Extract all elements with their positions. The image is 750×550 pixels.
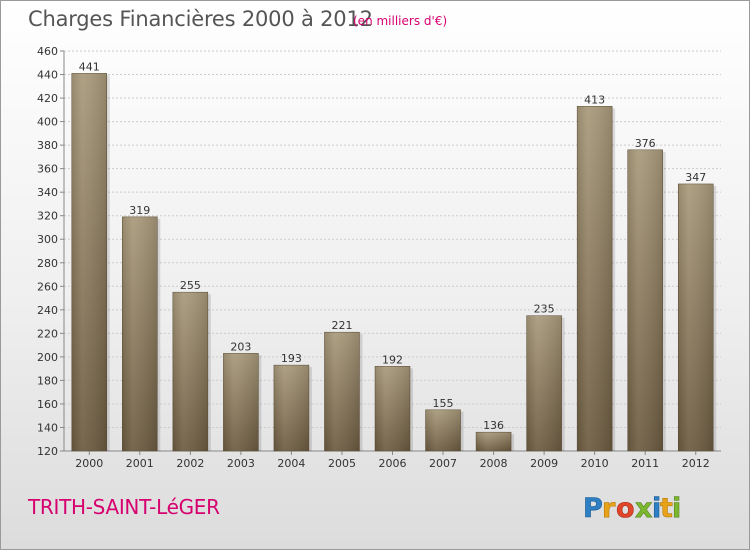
data-label: 319 bbox=[129, 204, 150, 217]
x-tick-label: 2000 bbox=[75, 457, 103, 470]
proxiti-logo[interactable]: P r o x i t i bbox=[583, 488, 689, 525]
svg-text:o: o bbox=[616, 493, 635, 524]
y-tick-label: 280 bbox=[37, 257, 58, 270]
svg-text:t: t bbox=[660, 493, 673, 524]
bar-highlight bbox=[172, 292, 208, 451]
chart-subtitle: (en milliers d'€) bbox=[353, 14, 448, 28]
y-tick-label: 120 bbox=[37, 445, 58, 458]
x-tick-label: 2001 bbox=[126, 457, 154, 470]
data-label: 441 bbox=[79, 60, 100, 73]
svg-text:i: i bbox=[652, 493, 661, 524]
bar-highlight bbox=[71, 73, 107, 452]
y-tick-label: 320 bbox=[37, 210, 58, 223]
bar-highlight bbox=[223, 353, 259, 451]
x-tick-label: 2008 bbox=[480, 457, 508, 470]
bar-highlight bbox=[324, 332, 360, 451]
data-label: 235 bbox=[534, 303, 555, 316]
x-tick-label: 2009 bbox=[530, 457, 558, 470]
bar-highlight bbox=[425, 409, 461, 451]
y-tick-label: 400 bbox=[37, 116, 58, 129]
bar-highlight bbox=[476, 432, 512, 451]
x-tick-label: 2011 bbox=[631, 457, 659, 470]
x-tick-label: 2003 bbox=[227, 457, 255, 470]
bar-highlight bbox=[375, 366, 410, 451]
y-tick-label: 180 bbox=[37, 374, 58, 387]
svg-text:r: r bbox=[602, 493, 616, 524]
data-label: 376 bbox=[635, 137, 656, 150]
y-tick-label: 440 bbox=[37, 69, 58, 82]
bar-highlight bbox=[273, 365, 309, 451]
axes: 120 140 160 180 200 220 240 260 280 300 320 340 360 3… bbox=[37, 45, 721, 470]
data-label: 155 bbox=[433, 397, 454, 410]
chart-title: Charges Financières 2000 à 2012 bbox=[28, 7, 373, 31]
svg-text:x: x bbox=[635, 493, 652, 524]
y-tick-label: 300 bbox=[37, 233, 58, 246]
x-tick-label: 2007 bbox=[429, 457, 457, 470]
bars bbox=[71, 73, 717, 452]
bar-highlight bbox=[577, 106, 613, 451]
y-tick-label: 200 bbox=[37, 351, 58, 364]
x-tick-label: 2006 bbox=[379, 457, 407, 470]
data-label: 221 bbox=[331, 319, 352, 332]
y-tick-label: 240 bbox=[37, 304, 58, 317]
bar-highlight bbox=[627, 149, 663, 451]
y-tick-label: 140 bbox=[37, 421, 58, 434]
svg-text:P: P bbox=[583, 493, 603, 524]
bar-highlight bbox=[678, 183, 714, 452]
y-tick-label: 420 bbox=[37, 92, 58, 105]
y-tick-label: 360 bbox=[37, 163, 58, 176]
data-label: 136 bbox=[483, 419, 504, 432]
x-tick-label: 2010 bbox=[581, 457, 609, 470]
y-tick-label: 460 bbox=[37, 45, 58, 58]
commune-name: TRITH-SAINT-LéGER bbox=[28, 495, 220, 519]
x-tick-label: 2004 bbox=[277, 457, 305, 470]
y-tick-label: 340 bbox=[37, 186, 58, 199]
data-labels: 441 319 255 203 193 221 192 155 136 235 413 376 347 bbox=[79, 60, 706, 432]
data-label: 203 bbox=[230, 340, 251, 353]
data-label: 413 bbox=[584, 93, 605, 106]
x-tick-label: 2005 bbox=[328, 457, 356, 470]
svg-text:i: i bbox=[672, 493, 681, 524]
data-label: 255 bbox=[180, 279, 201, 292]
x-tick-label: 2012 bbox=[682, 457, 710, 470]
data-label: 193 bbox=[281, 352, 302, 365]
y-tick-label: 160 bbox=[37, 398, 58, 411]
y-tick-label: 380 bbox=[37, 139, 58, 152]
x-tick-label: 2002 bbox=[176, 457, 204, 470]
bar-highlight bbox=[526, 315, 562, 451]
y-tick-label: 260 bbox=[37, 280, 58, 293]
data-label: 347 bbox=[685, 171, 706, 184]
data-label: 192 bbox=[382, 353, 403, 366]
y-tick-label: 220 bbox=[37, 327, 58, 340]
bar-highlight bbox=[122, 216, 158, 451]
